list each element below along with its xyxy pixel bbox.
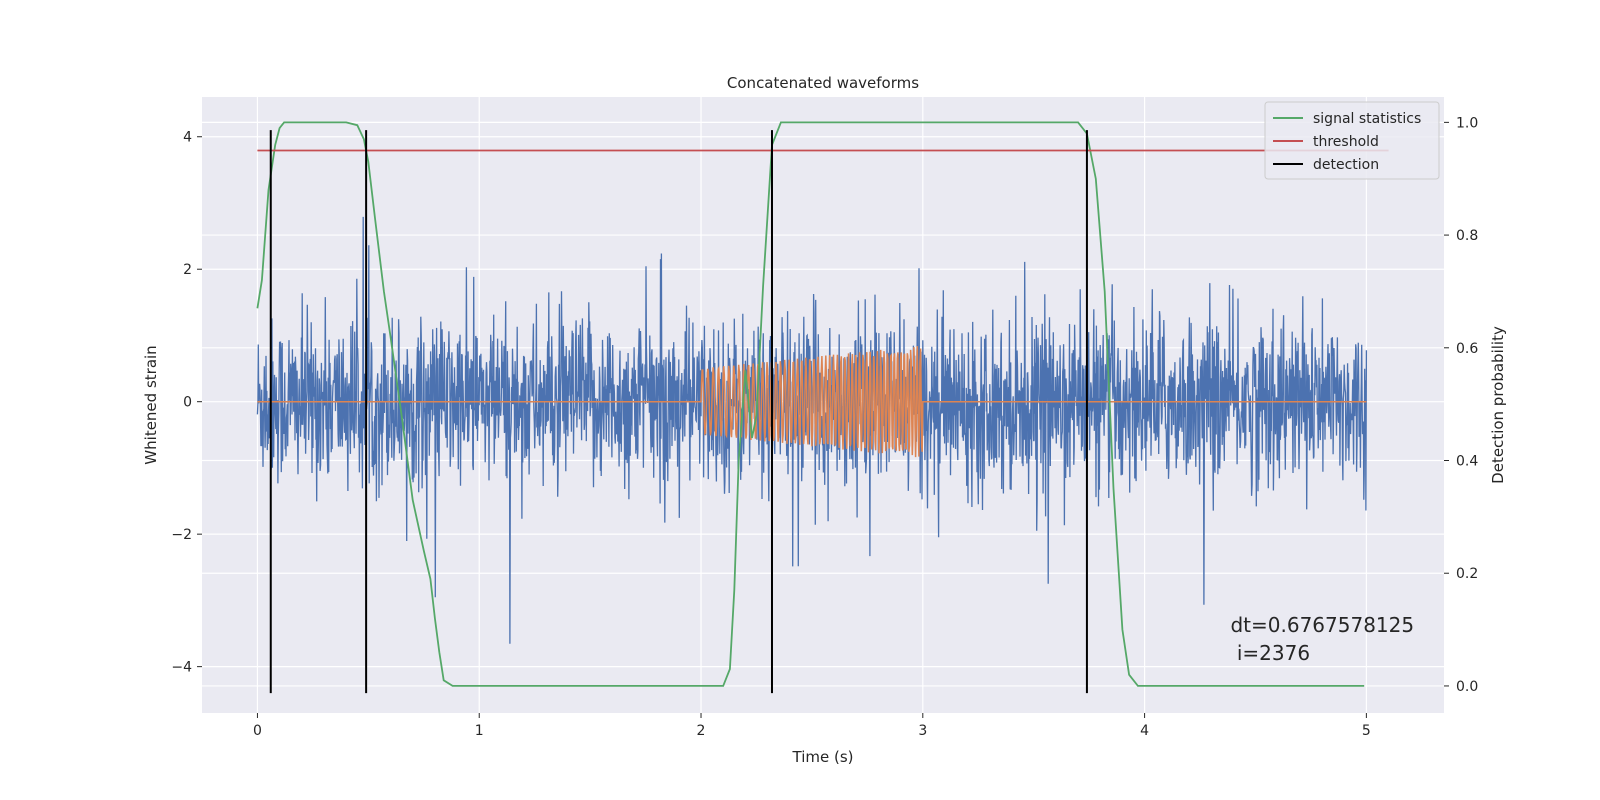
annotation-i: i=2376 — [1230, 641, 1310, 665]
x-axis-label: Time (s) — [792, 748, 854, 766]
series-layer — [256, 121, 1389, 694]
y-tick-label: 0 — [183, 395, 192, 411]
y2-tick-label: 0.4 — [1456, 454, 1478, 470]
y2-axis-label: Detection probability — [1489, 326, 1507, 484]
legend-label: signal statistics — [1313, 111, 1421, 127]
y-tick-label: 2 — [183, 262, 192, 278]
x-tick-label: 0 — [253, 723, 262, 739]
legend: signal statistics threshold detection — [1264, 101, 1440, 180]
x-tick-label: 4 — [1140, 723, 1149, 739]
chart-title: Concatenated waveforms — [727, 74, 919, 92]
annotation-dt: dt=0.6767578125 — [1230, 613, 1414, 637]
x-tick-label: 1 — [475, 723, 484, 739]
y-axis-label: Whitened strain — [142, 345, 160, 464]
x-tick-label: 3 — [918, 723, 927, 739]
legend-label: detection — [1313, 157, 1379, 173]
y-tick-label: 4 — [183, 130, 192, 146]
chirp-series — [257, 346, 1367, 458]
y-tick-label: −4 — [171, 660, 192, 676]
x-tick-label: 2 — [697, 723, 706, 739]
y2-tick-label: 0.0 — [1456, 679, 1478, 695]
x-tick-label: 5 — [1362, 723, 1371, 739]
y2-tick-label: 0.6 — [1456, 341, 1478, 357]
x-axis: 0 1 2 3 4 5 — [253, 713, 1371, 739]
noise-series — [256, 216, 1368, 644]
legend-label: threshold — [1313, 134, 1379, 150]
y-tick-label: −2 — [171, 527, 192, 543]
y-axis-left: 4 2 0 −2 −4 — [171, 130, 202, 676]
legend-box — [1264, 101, 1440, 180]
y2-tick-label: 1.0 — [1456, 115, 1478, 131]
signal-statistics-line — [256, 121, 1365, 687]
y-axis-right: 1.0 0.8 0.6 0.4 0.2 0.0 — [1444, 115, 1478, 695]
y2-tick-label: 0.8 — [1456, 228, 1478, 244]
y2-tick-label: 0.2 — [1456, 566, 1478, 582]
